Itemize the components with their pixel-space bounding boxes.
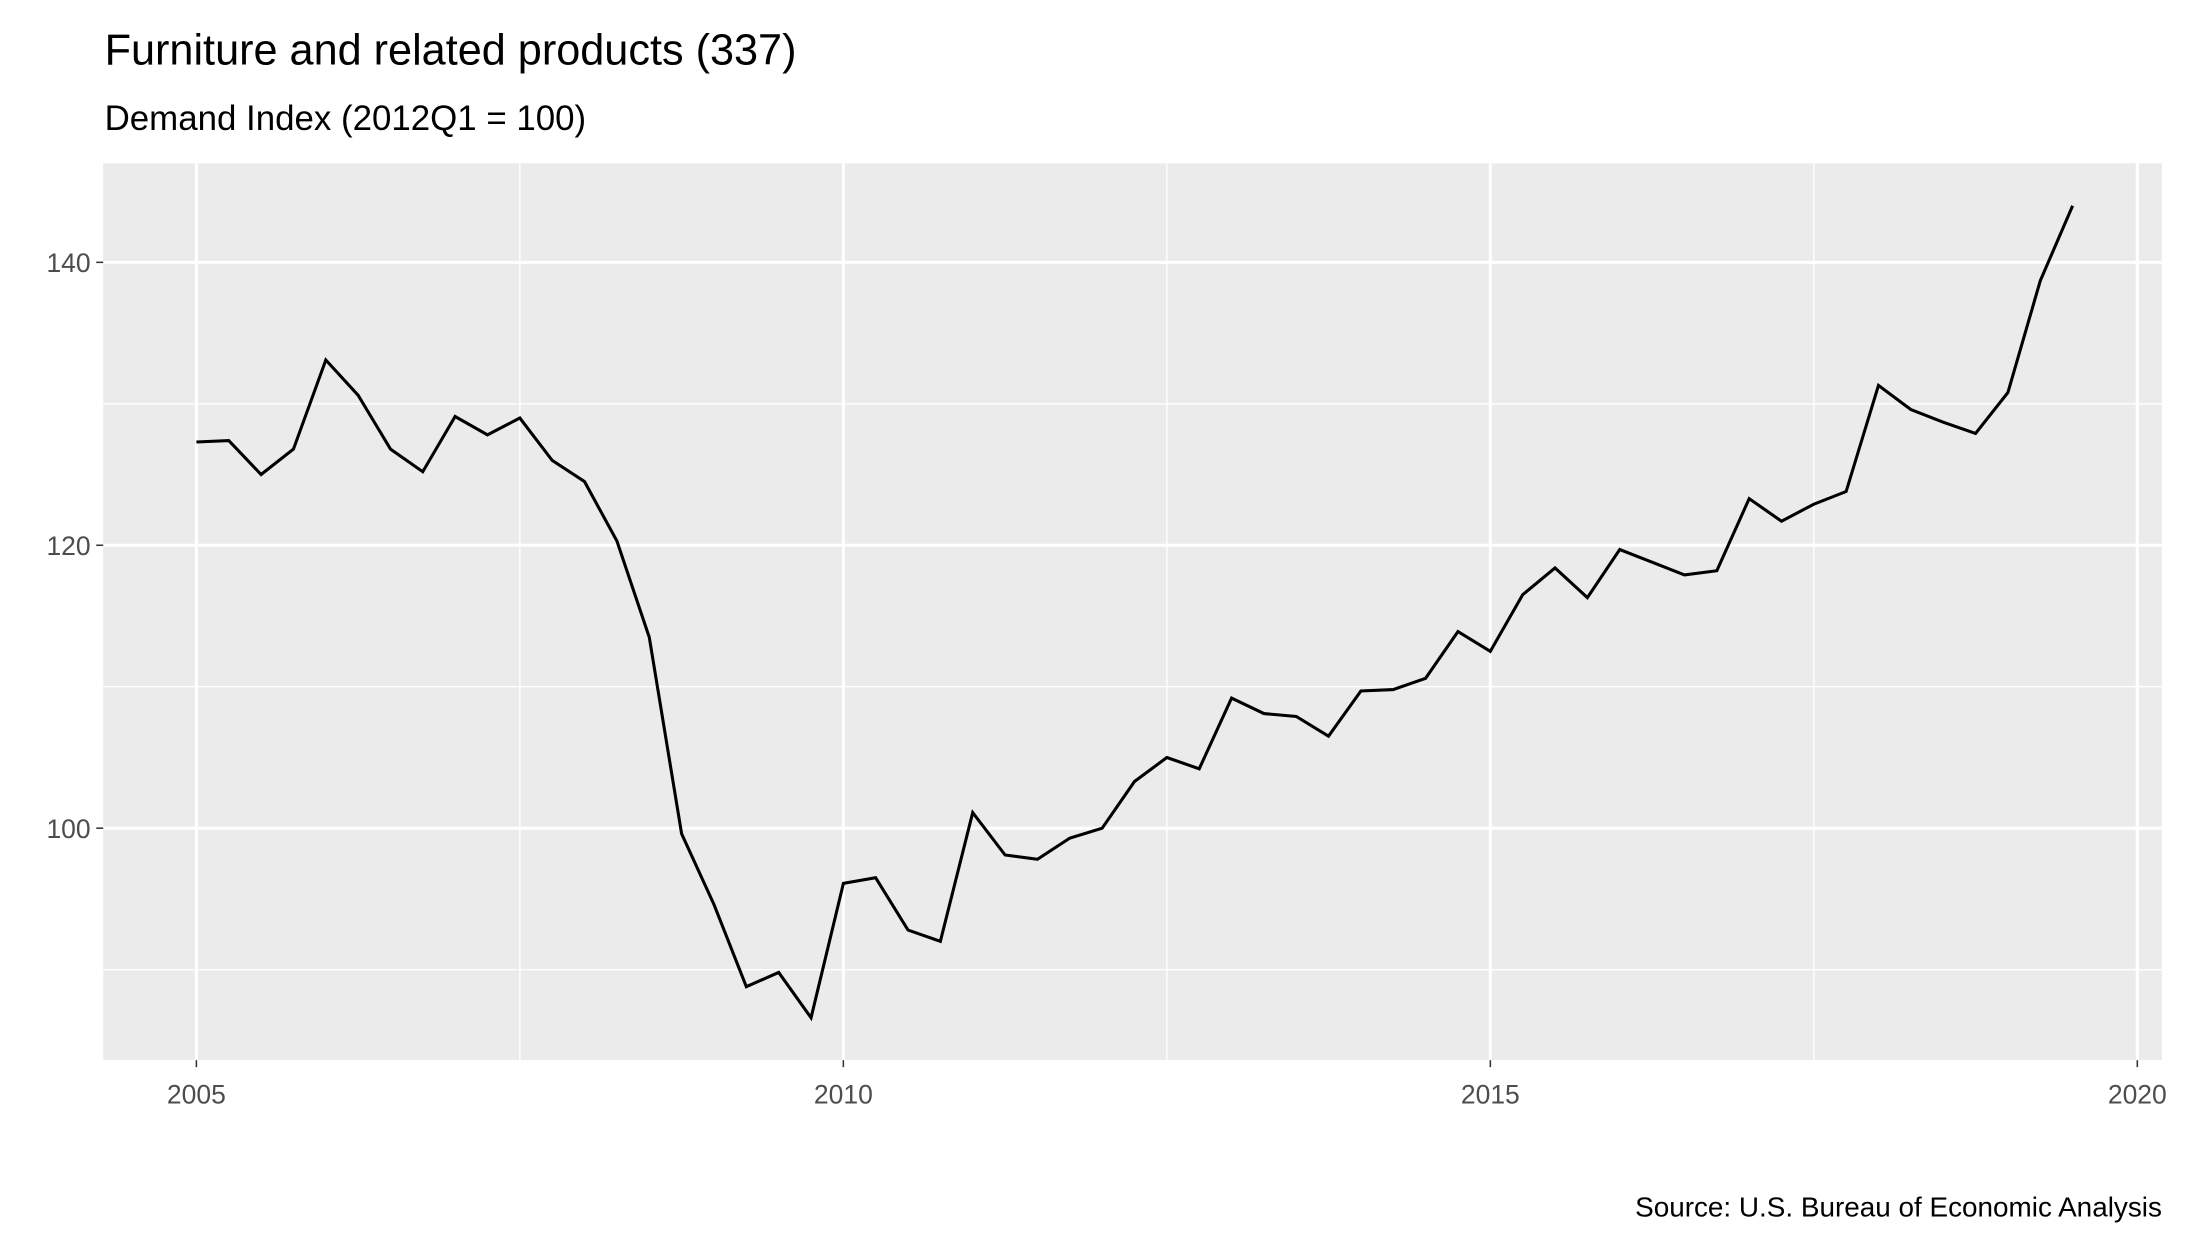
- chart-title: Furniture and related products (337): [105, 26, 797, 74]
- y-tick-label: 100: [46, 814, 90, 844]
- y-tick-label: 140: [46, 248, 90, 278]
- x-tick-label: 2015: [1461, 1079, 1520, 1109]
- chart-subtitle: Demand Index (2012Q1 = 100): [105, 99, 587, 138]
- x-tick-label: 2020: [2108, 1079, 2167, 1109]
- plot-panel: [103, 163, 2162, 1061]
- series-line: [196, 205, 2075, 1022]
- chart-caption: Source: U.S. Bureau of Economic Analysis: [1635, 1191, 2162, 1222]
- x-tick-label: 2010: [814, 1079, 873, 1109]
- x-tick-label: 2005: [167, 1079, 226, 1109]
- y-tick-label: 120: [46, 531, 90, 561]
